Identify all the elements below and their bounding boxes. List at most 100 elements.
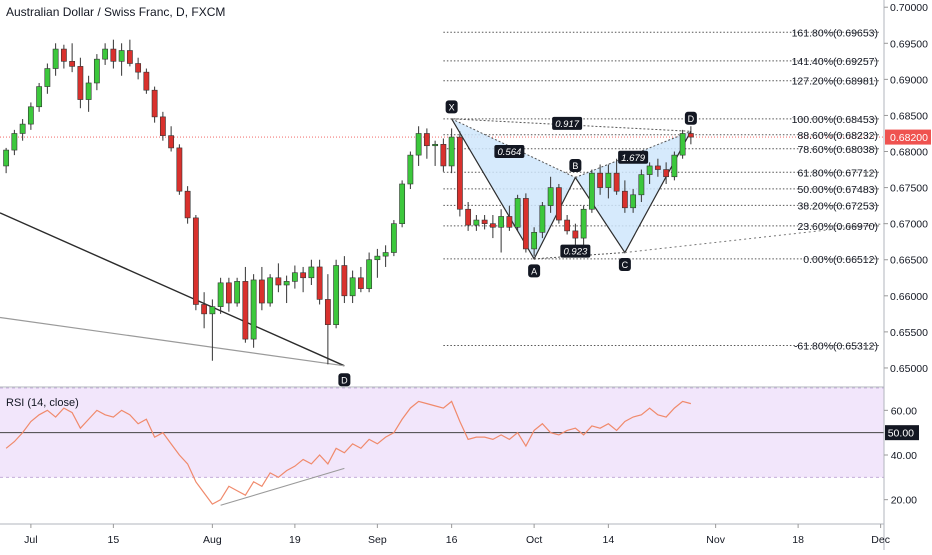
time-axis-label: Sep xyxy=(368,534,387,546)
candle xyxy=(399,180,406,228)
candle xyxy=(357,266,364,293)
candle-body xyxy=(118,50,125,62)
ratio-text: 0.564 xyxy=(497,147,521,158)
candle xyxy=(258,266,265,311)
candle-body xyxy=(679,133,686,156)
candle xyxy=(415,126,422,166)
time-axis-label: Nov xyxy=(706,534,725,546)
candle xyxy=(366,252,373,293)
candle xyxy=(663,162,670,184)
candle xyxy=(11,129,18,156)
candle xyxy=(473,215,480,231)
candle xyxy=(110,39,117,69)
candle xyxy=(27,102,34,130)
time-axis-label: Aug xyxy=(203,534,222,546)
rsi-divergence-line xyxy=(220,467,345,506)
rsi-current-label: 50.00 xyxy=(888,428,914,440)
candle-body xyxy=(225,282,232,304)
candle-body xyxy=(102,48,109,60)
candle-body xyxy=(671,154,678,178)
candle xyxy=(638,169,645,203)
candle xyxy=(456,131,463,217)
point-label-text: A xyxy=(531,266,537,276)
candle-body xyxy=(399,183,406,224)
candle xyxy=(267,274,274,307)
candle xyxy=(52,43,59,76)
fib-level-label: 100.00%(0.68453) xyxy=(792,114,878,126)
pattern-ratio: 0.923 xyxy=(560,244,591,258)
candle-body xyxy=(192,217,199,305)
candle xyxy=(118,43,125,76)
candle-body xyxy=(258,279,265,304)
candle-body xyxy=(93,58,100,84)
price-axis-label: 0.69500 xyxy=(890,38,928,50)
candle xyxy=(489,215,496,239)
candle xyxy=(646,162,653,184)
candle-body xyxy=(300,272,307,279)
candle-body xyxy=(267,277,274,304)
candle-body xyxy=(440,143,447,167)
rsi-current-tag: 50.00 xyxy=(885,425,919,441)
point-label-box xyxy=(684,111,697,125)
fib-level-label: 141.40%(0.69257) xyxy=(792,56,878,68)
candle xyxy=(630,189,637,213)
rsi-axis-label: 40.00 xyxy=(891,450,917,462)
fib-level-label: 78.60%(0.68038) xyxy=(797,144,878,156)
price-axis-label: 0.68000 xyxy=(890,147,928,159)
candle xyxy=(407,151,414,190)
point-label-box xyxy=(569,158,582,172)
candle xyxy=(308,259,315,285)
candle-body xyxy=(60,48,67,62)
candle xyxy=(184,186,191,224)
candle-body xyxy=(217,282,224,307)
candle-body xyxy=(687,133,694,138)
candle xyxy=(679,129,686,159)
candle xyxy=(539,202,546,239)
candle-body xyxy=(168,135,175,149)
point-label-box xyxy=(528,264,541,278)
candle-body xyxy=(588,172,595,210)
candle xyxy=(69,43,76,73)
chart-title: Australian Dollar / Swiss Franc, D, FXCM xyxy=(6,5,225,19)
candle xyxy=(93,54,100,91)
candle xyxy=(192,215,199,311)
candle-body xyxy=(522,198,529,250)
candle xyxy=(300,266,307,293)
candle-body xyxy=(555,187,562,221)
rsi-line xyxy=(5,400,692,505)
price-axis-label: 0.66500 xyxy=(890,255,928,267)
candle xyxy=(605,164,612,199)
candle-body xyxy=(143,71,150,91)
candle-body xyxy=(27,106,34,125)
candle xyxy=(283,275,290,304)
point-label-box xyxy=(338,373,351,387)
candle-body xyxy=(151,89,158,118)
price-axis-label: 0.67000 xyxy=(890,219,928,231)
price-axis-label: 0.70000 xyxy=(890,2,928,14)
candle xyxy=(126,39,133,67)
candle xyxy=(225,277,232,312)
candle xyxy=(498,209,505,253)
candle xyxy=(564,215,571,235)
candle-body xyxy=(85,82,92,100)
candle xyxy=(390,220,397,257)
candle xyxy=(151,86,158,123)
fib-level-label: 61.80%(0.67712) xyxy=(797,167,878,179)
candle-body xyxy=(613,172,620,192)
candle-body xyxy=(341,265,348,297)
candle-body xyxy=(201,304,208,315)
candle xyxy=(316,259,323,305)
candle xyxy=(60,44,67,69)
candle-body xyxy=(531,232,538,250)
pattern-ratio: 1.679 xyxy=(618,150,649,164)
candle xyxy=(176,144,183,195)
candle-body xyxy=(110,48,117,62)
candle-body xyxy=(44,68,51,87)
candle xyxy=(597,164,604,195)
time-axis-label: Jul xyxy=(24,534,37,546)
fib-level-label: 88.60%(0.68232) xyxy=(797,130,878,142)
candle-body xyxy=(382,252,389,257)
candle-body xyxy=(308,266,315,279)
